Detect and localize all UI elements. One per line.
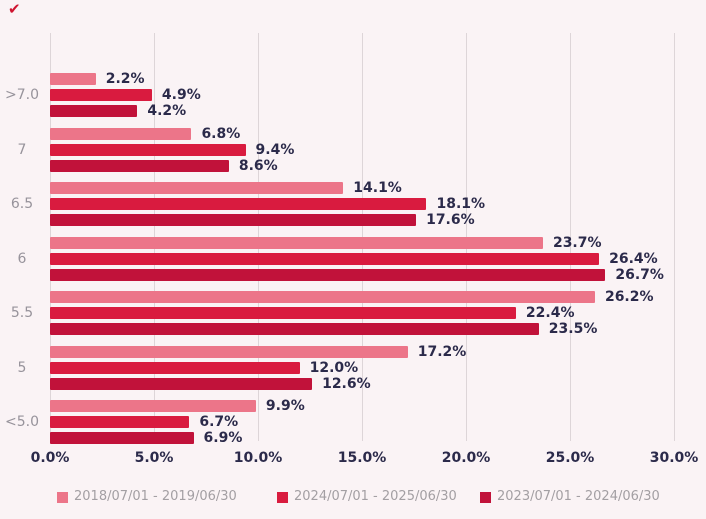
legend-label: 2023/07/01 - 2024/06/30	[497, 489, 660, 504]
bar-value-label: 23.7%	[552, 234, 602, 251]
bar-group: 23.7% 26.4% 26.7%	[50, 234, 664, 285]
bar-row: 6.8%	[50, 125, 294, 142]
bar-group: 14.1% 18.1% 17.6%	[50, 180, 486, 230]
bar	[50, 307, 516, 319]
bar-row: 9.4%	[50, 141, 295, 158]
gridline	[674, 33, 675, 441]
bar-value-label: 6.9%	[203, 430, 243, 446]
bar-row: 22.4%	[50, 305, 654, 321]
bar-value-label: 26.4%	[609, 250, 658, 267]
legend-item: 2018/07/01 - 2019/06/30	[57, 488, 237, 506]
bar-value-label: 12.0%	[309, 359, 359, 376]
bar-row: 4.2%	[50, 103, 201, 119]
x-tick-label: 20.0%	[441, 450, 491, 466]
bar	[50, 214, 417, 226]
plot-area: 2.2% 4.9% 4.2% 6.8% 9.4% 8.6% 14.1% 18.1% 17.6% 2…	[5, 33, 698, 466]
bar	[50, 377, 313, 390]
category-label: 6	[17, 250, 27, 267]
bar-value-label: 4.2%	[147, 103, 187, 119]
category-label: 6.5	[10, 196, 34, 212]
bar-row: 23.5%	[50, 321, 654, 337]
x-tick-label: 15.0%	[337, 450, 387, 466]
x-tick-label: 25.0%	[545, 450, 595, 466]
bar	[50, 291, 595, 303]
bar-row: 9.9%	[50, 398, 305, 414]
bar	[50, 361, 300, 374]
bar	[50, 127, 192, 140]
bar	[50, 143, 246, 156]
bar	[50, 432, 194, 444]
x-tick-label: 10.0%	[233, 450, 283, 466]
bar-row: 26.2%	[50, 289, 654, 305]
bar	[50, 400, 256, 412]
bar-value-label: 12.6%	[322, 375, 371, 392]
bar-value-label: 9.9%	[265, 398, 305, 414]
bar-value-label: 8.6%	[238, 157, 278, 174]
bar	[50, 198, 427, 210]
legend-label: 2024/07/01 - 2025/06/30	[294, 489, 457, 504]
bar-row: 4.9%	[50, 87, 201, 103]
bar-group: 9.9% 6.7% 6.9%	[50, 398, 305, 448]
bar	[50, 252, 600, 265]
bar-row: 12.0%	[50, 359, 466, 376]
bar-row: 23.7%	[50, 234, 664, 251]
legend-swatch-icon	[277, 491, 288, 503]
legend: 2018/07/01 - 2019/06/30 2024/07/01 - 2025…	[0, 488, 706, 508]
bar	[50, 182, 344, 194]
bar-value-label: 4.9%	[161, 87, 201, 103]
bar-value-label: 6.8%	[201, 125, 241, 142]
bar-group: 2.2% 4.9% 4.2%	[50, 71, 201, 121]
bar-row: 12.6%	[50, 375, 466, 392]
x-tick-label: 5.0%	[134, 450, 174, 466]
bar-value-label: 17.2%	[417, 343, 467, 360]
bar-row: 17.6%	[50, 212, 485, 228]
bar-value-label: 6.7%	[199, 414, 239, 430]
checkmark-icon: ✔	[8, 0, 21, 18]
category-label: 5	[17, 359, 27, 376]
legend-swatch-icon	[480, 491, 491, 503]
legend-swatch-icon	[57, 491, 68, 503]
bar-value-label: 22.4%	[525, 305, 575, 321]
bar-row: 6.9%	[50, 430, 305, 446]
bar	[50, 345, 408, 358]
bar-value-label: 9.4%	[255, 141, 295, 158]
gridline	[570, 33, 571, 441]
bar	[50, 416, 190, 428]
bar-value-label: 18.1%	[436, 196, 486, 212]
category-label: 5.5	[10, 305, 34, 321]
bar-value-label: 23.5%	[548, 321, 598, 337]
legend-item: 2023/07/01 - 2024/06/30	[480, 488, 660, 506]
legend-item: 2024/07/01 - 2025/06/30	[277, 488, 457, 506]
bar-value-label: 26.2%	[604, 289, 654, 305]
bar-row: 14.1%	[50, 180, 485, 196]
bar-row: 26.7%	[50, 266, 664, 283]
bar-value-label: 14.1%	[353, 180, 402, 196]
bar	[50, 89, 152, 101]
bar-value-label: 2.2%	[105, 71, 145, 87]
bar-row: 26.4%	[50, 250, 664, 267]
bar	[50, 323, 539, 335]
bar	[50, 73, 96, 85]
bar-group: 26.2% 22.4% 23.5%	[50, 289, 654, 339]
x-tick-label: 30.0%	[649, 450, 699, 466]
bar-value-label: 17.6%	[426, 212, 475, 228]
bar	[50, 159, 229, 172]
bar	[50, 105, 138, 117]
category-label: 7	[17, 141, 27, 158]
bar-row: 18.1%	[50, 196, 486, 212]
x-tick-label: 0.0%	[30, 450, 70, 466]
bar-value-label: 26.7%	[615, 266, 664, 283]
bar-row: 6.7%	[50, 414, 305, 430]
category-label: <5.0	[5, 414, 39, 430]
category-label: >7.0	[5, 87, 39, 103]
bar-row: 8.6%	[50, 157, 294, 174]
bar-row: 17.2%	[50, 343, 467, 360]
bar-group: 6.8% 9.4% 8.6%	[50, 125, 295, 176]
bar-row: 2.2%	[50, 71, 201, 87]
legend-label: 2018/07/01 - 2019/06/30	[74, 489, 237, 504]
bar	[50, 236, 543, 249]
bar-group: 17.2% 12.0% 12.6%	[50, 343, 467, 394]
bar	[50, 268, 606, 281]
